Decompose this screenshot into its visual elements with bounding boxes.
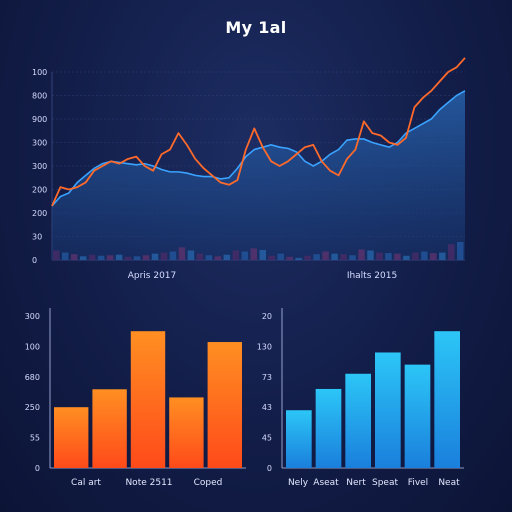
bar-y-tick-label: 20 <box>262 312 272 321</box>
orange-bar <box>92 389 127 468</box>
bar-x-label: Neat <box>438 478 460 488</box>
top-y-tick-label: 200 <box>32 209 47 218</box>
top-y-tick-label: 200 <box>32 186 47 195</box>
blue-bar <box>375 352 401 468</box>
bar-x-label: Aseat <box>313 478 339 488</box>
orange-bar <box>169 397 204 468</box>
bar-y-tick-label: 55 <box>30 434 40 443</box>
bar-x-label: Nely <box>288 478 309 488</box>
top-y-tick-label: 800 <box>32 92 47 101</box>
top-y-tick-label: 900 <box>32 115 47 124</box>
blue-bar <box>345 373 371 468</box>
top-orange-line <box>51 57 466 207</box>
bar-x-label: Fivel <box>408 478 428 488</box>
bottom-right-bar-chart: 20 130 73 43 45 0 Nely Aseat Nert Speat Fivel Neat <box>257 308 464 488</box>
top-y-tick-label: 30 <box>32 233 42 242</box>
top-y-tick-label: 300 <box>32 162 47 171</box>
orange-bar <box>130 331 166 468</box>
top-area-fill <box>52 90 465 260</box>
orange-bar <box>207 342 242 468</box>
bar-y-tick-label: 100 <box>25 342 40 351</box>
bar-y-tick-label: 73 <box>262 373 272 382</box>
top-x-label: Ihalts 2015 <box>347 271 397 281</box>
blue-bar <box>286 410 312 468</box>
top-y-tick-label: 300 <box>32 139 47 148</box>
bar-y-tick-label: 130 <box>257 342 272 351</box>
bar-y-tick-label: 300 <box>25 312 40 321</box>
blue-bar <box>404 364 431 468</box>
bar-x-label: Speat <box>372 478 398 488</box>
bottom-left-bar-chart: 300 100 680 250 55 0 Cal art Note 2511 Coped <box>25 308 246 488</box>
bar-y-tick-label: 45 <box>262 434 272 443</box>
bar-y-tick-label: 250 <box>25 403 40 412</box>
blue-bar <box>434 331 460 468</box>
bar-x-label: Note 2511 <box>125 478 172 488</box>
bar-y-tick-label: 0 <box>35 464 40 473</box>
page-title: My 1al <box>225 18 287 37</box>
top-x-label: Apris 2017 <box>128 271 177 281</box>
top-y-tick-label: 0 <box>32 256 37 265</box>
bar-x-label: Cal art <box>71 478 101 488</box>
top-y-tick-label: 100 <box>32 68 47 77</box>
bar-y-tick-label: 680 <box>25 373 40 382</box>
blue-bar <box>315 388 342 468</box>
bar-x-label: Coped <box>194 478 223 488</box>
bar-x-label: Nert <box>346 478 366 488</box>
bar-y-tick-label: 0 <box>267 464 272 473</box>
orange-bar <box>54 407 89 468</box>
bar-y-tick-label: 43 <box>262 403 272 412</box>
